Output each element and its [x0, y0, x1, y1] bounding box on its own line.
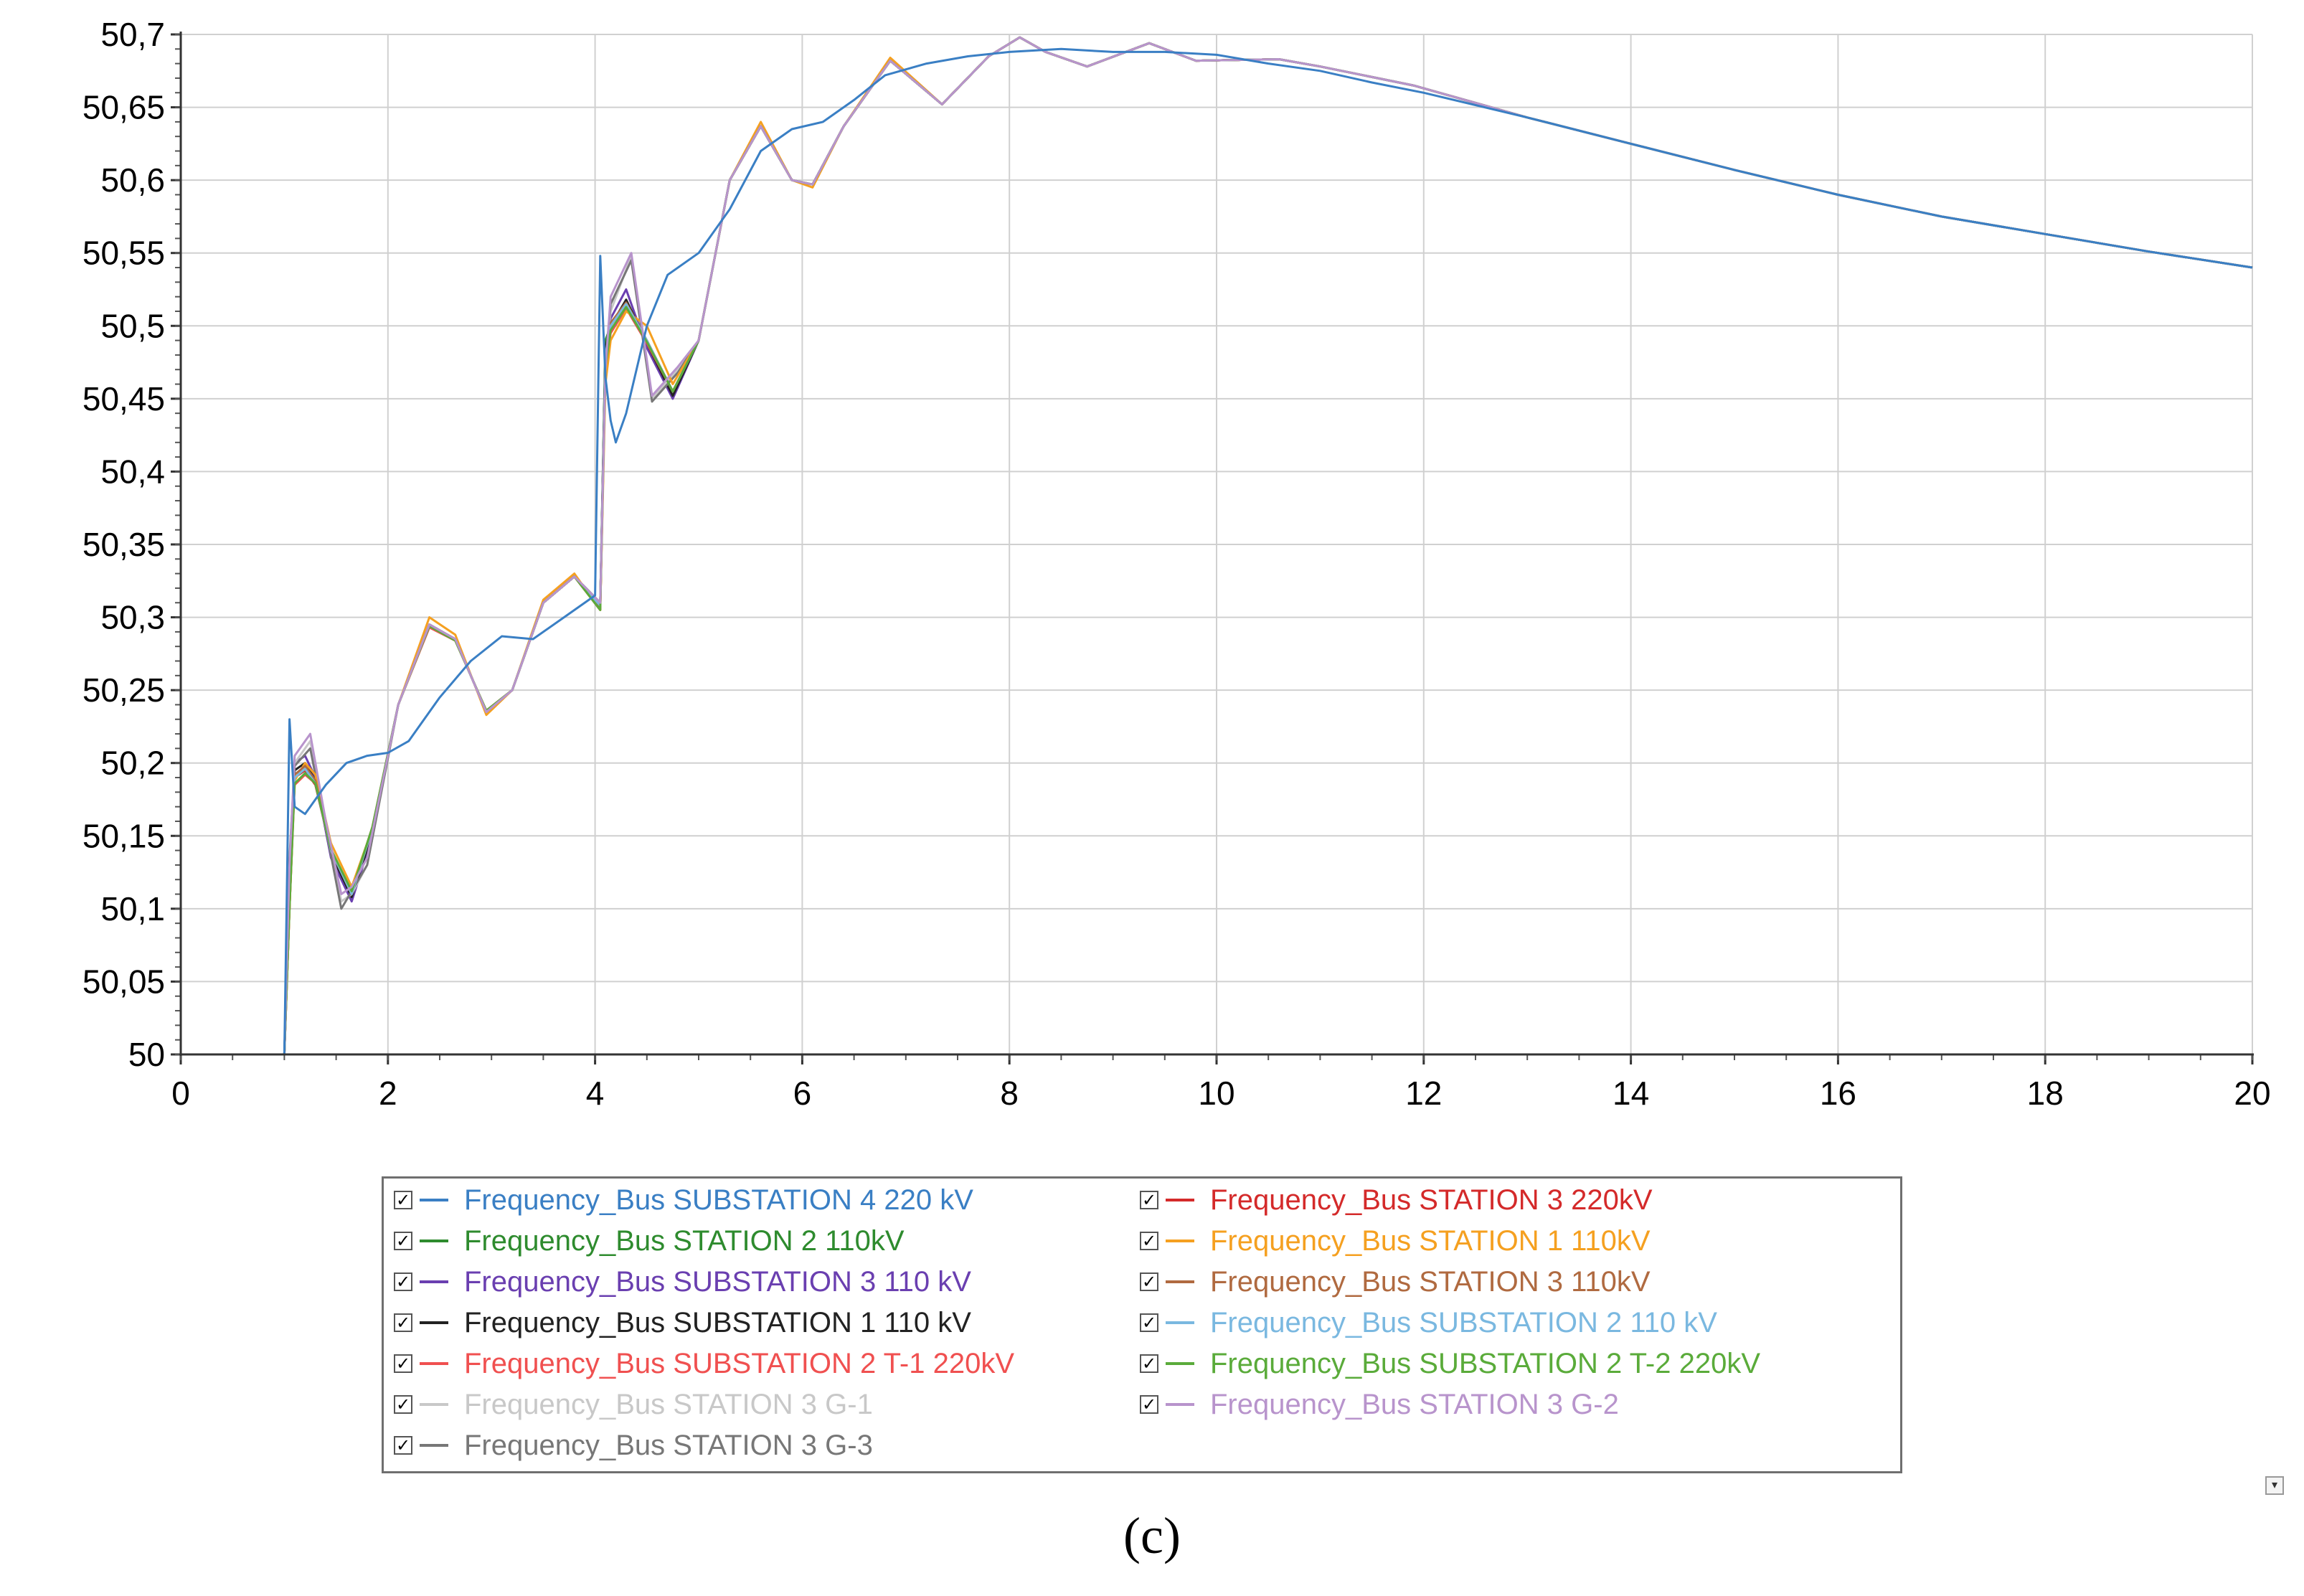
y-tick-label: 50,15	[82, 817, 165, 854]
legend-scroll-down-button[interactable]: ▾	[2265, 1476, 2284, 1495]
legend-checkbox[interactable]: ✓	[394, 1395, 412, 1414]
figure-caption: (c)	[1123, 1507, 1181, 1564]
legend-swatch	[1166, 1240, 1194, 1242]
legend-swatch	[1166, 1280, 1194, 1283]
y-tick-label: 50,7	[100, 16, 165, 53]
y-tick-label: 50,5	[100, 307, 165, 344]
legend-label: Frequency_Bus STATION 2 110kV	[464, 1224, 905, 1257]
y-tick-label: 50,2	[100, 745, 165, 782]
x-tick-label: 14	[1613, 1075, 1649, 1112]
y-tick-label: 50,1	[100, 890, 165, 927]
legend-item-1[interactable]: ✓ Frequency_Bus SUBSTATION 4 220 kV	[394, 1180, 973, 1220]
x-tick-label: 8	[1000, 1075, 1019, 1112]
legend-swatch	[420, 1444, 448, 1447]
legend-item-7[interactable]: ✓ Frequency_Bus STATION 3 G-3	[394, 1425, 873, 1465]
legend-item-4[interactable]: ✓ Frequency_Bus SUBSTATION 1 110 kV	[394, 1303, 971, 1343]
legend-item-10[interactable]: ✓ Frequency_Bus STATION 3 110kV	[1140, 1262, 1651, 1302]
grid-lines	[171, 33, 2254, 1064]
y-tick-labels: 50 50,05 50,1 50,15 50,2 50,25 50,3 50,35 50,4 50…	[82, 16, 165, 1073]
legend-item-3[interactable]: ✓ Frequency_Bus SUBSTATION 3 110 kV	[394, 1262, 971, 1302]
legend-label: Frequency_Bus SUBSTATION 1 110 kV	[464, 1306, 971, 1338]
legend-checkbox[interactable]: ✓	[1140, 1232, 1158, 1250]
legend-label: Frequency_Bus STATION 3 110kV	[1210, 1265, 1651, 1298]
legend-label: Frequency_Bus STATION 3 G-3	[464, 1429, 873, 1461]
legend-checkbox[interactable]: ✓	[394, 1191, 412, 1209]
series-line-13	[181, 36, 2253, 1056]
legend-label: Frequency_Bus SUBSTATION 3 110 kV	[464, 1265, 971, 1298]
legend-item-6[interactable]: ✓ Frequency_Bus STATION 3 G-1	[394, 1384, 873, 1425]
y-tick-label: 50	[128, 1036, 165, 1073]
y-tick-label: 50,65	[82, 89, 165, 126]
x-tick-label: 2	[379, 1075, 397, 1112]
frequency-chart: 0 2 4 6 8 10 12 14 16 18 20 5050,0550,150,1550,250…	[82, 16, 2271, 1112]
legend-swatch	[420, 1280, 448, 1283]
x-tick-labels: 0 2 4 6 8 10 12 14 16 18 20	[171, 1075, 2270, 1112]
x-tick-label: 16	[1820, 1075, 1856, 1112]
legend-label: Frequency_Bus STATION 3 G-1	[464, 1388, 873, 1420]
y-tick-label: 50,35	[82, 526, 165, 563]
series-lines	[181, 36, 2253, 1056]
legend-swatch	[1166, 1321, 1194, 1324]
legend-item-2[interactable]: ✓ Frequency_Bus STATION 2 110kV	[394, 1221, 905, 1261]
y-tick-label: 50,05	[82, 963, 165, 1000]
legend-item-8[interactable]: ✓ Frequency_Bus STATION 3 220kV	[1140, 1180, 1653, 1220]
x-tick-label: 0	[171, 1075, 190, 1112]
x-tick-label: 12	[1405, 1075, 1442, 1112]
legend-label: Frequency_Bus STATION 3 220kV	[1210, 1184, 1653, 1216]
legend-checkbox[interactable]: ✓	[394, 1313, 412, 1332]
legend-checkbox[interactable]: ✓	[1140, 1354, 1158, 1373]
y-tick-label: 50,25	[82, 671, 165, 709]
legend-checkbox[interactable]: ✓	[394, 1232, 412, 1250]
legend-checkbox[interactable]: ✓	[1140, 1395, 1158, 1414]
legend-swatch	[420, 1362, 448, 1365]
legend-swatch	[1166, 1199, 1194, 1201]
legend-label: Frequency_Bus SUBSTATION 2 T-2 220kV	[1210, 1347, 1760, 1379]
y-tick-label: 50,4	[100, 453, 165, 490]
legend-item-9[interactable]: ✓ Frequency_Bus STATION 1 110kV	[1140, 1221, 1651, 1261]
legend-swatch	[420, 1199, 448, 1201]
legend-label: Frequency_Bus SUBSTATION 2 110 kV	[1210, 1306, 1717, 1338]
legend-checkbox[interactable]: ✓	[1140, 1313, 1158, 1332]
legend-label: Frequency_Bus STATION 3 G-2	[1210, 1388, 1619, 1420]
legend-swatch	[420, 1321, 448, 1324]
legend-item-13[interactable]: ✓ Frequency_Bus STATION 3 G-2	[1140, 1384, 1619, 1425]
x-tick-label: 6	[793, 1075, 812, 1112]
legend-swatch	[1166, 1403, 1194, 1406]
legend-item-12[interactable]: ✓ Frequency_Bus SUBSTATION 2 T-2 220kV	[1140, 1344, 1760, 1384]
legend-item-5[interactable]: ✓ Frequency_Bus SUBSTATION 2 T-1 220kV	[394, 1344, 1014, 1384]
legend: ✓ Frequency_Bus SUBSTATION 4 220 kV ✓ Frequ…	[382, 1176, 1902, 1473]
legend-item-11[interactable]: ✓ Frequency_Bus SUBSTATION 2 110 kV	[1140, 1303, 1717, 1343]
x-tick-label: 4	[586, 1075, 605, 1112]
legend-label: Frequency_Bus SUBSTATION 2 T-1 220kV	[464, 1347, 1014, 1379]
legend-label: Frequency_Bus SUBSTATION 4 220 kV	[464, 1184, 973, 1216]
legend-swatch	[420, 1403, 448, 1406]
legend-checkbox[interactable]: ✓	[1140, 1272, 1158, 1291]
y-tick-label: 50,6	[100, 161, 165, 199]
x-tick-label: 18	[2027, 1075, 2064, 1112]
x-tick-label: 10	[1198, 1075, 1234, 1112]
legend-label: Frequency_Bus STATION 1 110kV	[1210, 1224, 1651, 1257]
legend-checkbox[interactable]: ✓	[394, 1436, 412, 1455]
legend-checkbox[interactable]: ✓	[1140, 1191, 1158, 1209]
legend-checkbox[interactable]: ✓	[394, 1272, 412, 1291]
y-tick-label: 50,45	[82, 380, 165, 417]
legend-swatch	[420, 1240, 448, 1242]
legend-swatch	[1166, 1362, 1194, 1365]
y-tick-label: 50,55	[82, 235, 165, 272]
series-line-1	[181, 47, 2253, 1056]
legend-checkbox[interactable]: ✓	[394, 1354, 412, 1373]
x-tick-label: 20	[2234, 1075, 2270, 1112]
y-tick-label: 50,3	[100, 599, 165, 636]
